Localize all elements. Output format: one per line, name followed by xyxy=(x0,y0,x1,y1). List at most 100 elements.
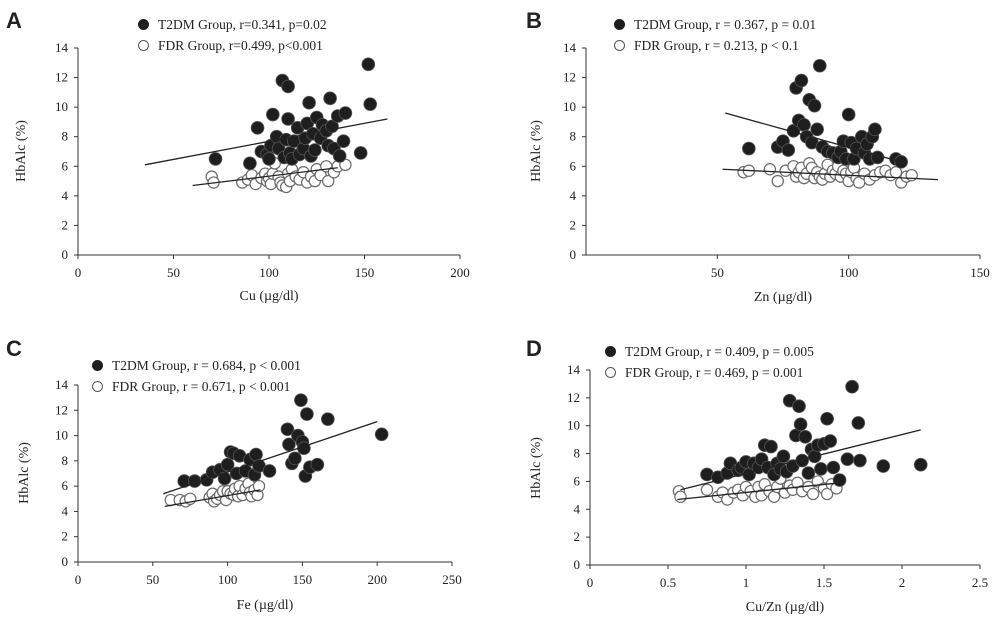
x-tick-label: 200 xyxy=(367,572,387,587)
x-tick-label: 50 xyxy=(711,265,724,280)
t2dm-point xyxy=(851,416,866,430)
x-tick-label: 1 xyxy=(743,575,750,590)
t2dm-point xyxy=(262,152,276,166)
t2dm-series xyxy=(742,58,909,169)
y-tick-label: 14 xyxy=(55,377,69,392)
t2dm-point xyxy=(208,152,223,166)
chart-panel-a: A T2DM Group, r=0.341, p=0.02 FDR Group,… xyxy=(0,0,500,318)
t2dm-point xyxy=(870,150,885,165)
t2dm-point xyxy=(266,107,280,122)
y-tick-label: 0 xyxy=(574,557,581,572)
y-tick-label: 14 xyxy=(567,362,581,377)
y-tick-label: 10 xyxy=(563,99,576,114)
legend-b: T2DM Group, r = 0.367, p = 0.01 FDR Grou… xyxy=(614,14,816,56)
x-tick-label: 150 xyxy=(293,572,313,587)
t2dm-trend-line xyxy=(163,421,378,495)
y-tick-label: 14 xyxy=(563,40,577,55)
y-tick-label: 8 xyxy=(570,129,577,144)
t2dm-point xyxy=(810,122,824,137)
x-axis-title: Cu/Zn (µg/dl) xyxy=(746,600,825,615)
t2dm-point xyxy=(812,58,827,73)
legend-item-t2dm: T2DM Group, r = 0.367, p = 0.01 xyxy=(614,14,816,35)
t2dm-point xyxy=(243,156,257,171)
fdr-point xyxy=(322,174,335,188)
scatter-plot-d: 0 2 4 6 8 10 12 14 0 0.5 1 1.5 2 2.5 Cu/Zn (µg/dl) HbAl… xyxy=(529,362,988,615)
t2dm-trend-line xyxy=(725,112,907,164)
fdr-trend-line xyxy=(722,168,939,181)
y-axis-title: HbAlc (%) xyxy=(17,442,32,504)
x-tick-label: 1.5 xyxy=(816,575,832,590)
t2dm-point xyxy=(302,95,316,110)
y-tick-label: 12 xyxy=(563,70,576,85)
scatter-plot-a: 0 2 4 6 8 10 12 14 0 50 100 150 200 Cu (µg/dl) HbAlc (… xyxy=(14,40,470,304)
t2dm-point xyxy=(250,121,265,135)
t2dm-point xyxy=(776,449,791,464)
open-circle-icon xyxy=(605,367,616,378)
filled-circle-icon xyxy=(605,346,616,357)
scatter-plot-b: 0 2 4 6 8 10 12 14 50 100 150 Zn (µg/dl) HbAlc (%) xyxy=(529,40,990,305)
t2dm-series xyxy=(177,393,389,488)
filled-circle-icon xyxy=(92,360,103,371)
t2dm-point xyxy=(338,106,353,120)
x-tick-label: 50 xyxy=(167,265,180,280)
x-tick-label: 50 xyxy=(146,572,159,587)
legend-item-t2dm: T2DM Group, r = 0.684, p < 0.001 xyxy=(92,355,301,376)
y-tick-label: 6 xyxy=(62,158,69,173)
y-axis-title: HbAlc (%) xyxy=(14,120,29,182)
t2dm-point xyxy=(742,141,756,156)
open-circle-icon xyxy=(614,40,625,51)
x-tick-label: 150 xyxy=(355,265,375,280)
y-tick-label: 4 xyxy=(574,501,581,516)
fdr-point xyxy=(806,487,820,501)
t2dm-point xyxy=(321,412,335,426)
y-tick-label: 6 xyxy=(570,158,577,173)
y-tick-label: 10 xyxy=(567,418,580,433)
x-tick-label: 2 xyxy=(899,575,906,590)
t2dm-point xyxy=(876,459,891,473)
panel-label-a: A xyxy=(6,8,22,33)
x-tick-label: 200 xyxy=(450,265,470,280)
t2dm-point xyxy=(281,112,295,126)
filled-circle-icon xyxy=(614,19,625,30)
t2dm-point xyxy=(868,122,882,137)
t2dm-trend-line xyxy=(144,118,388,166)
t2dm-series xyxy=(208,57,378,171)
t2dm-point xyxy=(363,97,378,111)
y-tick-label: 4 xyxy=(62,188,69,203)
y-tick-label: 12 xyxy=(567,390,580,405)
fdr-series xyxy=(672,472,843,506)
fdr-point xyxy=(820,487,834,501)
legend-label: T2DM Group, r = 0.367, p = 0.01 xyxy=(634,17,817,32)
legend-item-fdr: FDR Group, r = 0.671, p < 0.001 xyxy=(92,376,301,397)
y-axis-title: HbAlc (%) xyxy=(529,120,544,182)
t2dm-point xyxy=(798,430,813,444)
y-tick-label: 2 xyxy=(574,529,581,544)
y-tick-label: 6 xyxy=(574,473,581,488)
t2dm-point xyxy=(832,473,847,487)
x-tick-label: 250 xyxy=(442,572,462,587)
t2dm-point xyxy=(845,379,859,394)
t2dm-point xyxy=(781,143,796,157)
t2dm-point xyxy=(820,411,834,426)
t2dm-point xyxy=(249,447,263,462)
panel-label-b: B xyxy=(526,8,542,33)
x-tick-label: 2.5 xyxy=(972,575,988,590)
t2dm-point xyxy=(280,422,295,437)
fdr-series xyxy=(205,157,352,194)
open-circle-icon xyxy=(138,40,149,51)
legend-label: FDR Group, r = 0.671, p < 0.001 xyxy=(112,379,291,394)
legend-c: T2DM Group, r = 0.684, p < 0.001 FDR Gro… xyxy=(92,355,301,397)
x-tick-label: 150 xyxy=(970,265,990,280)
scatter-plot-c: 0 2 4 6 8 10 12 14 0 50 100 150 200 250 Fe (µg/dl) HbAl… xyxy=(17,377,462,613)
legend-label: T2DM Group, r = 0.684, p < 0.001 xyxy=(112,358,301,373)
x-tick-label: 0.5 xyxy=(660,575,676,590)
fdr-point xyxy=(252,479,266,493)
t2dm-point xyxy=(336,134,351,148)
y-tick-label: 4 xyxy=(570,188,577,203)
legend-label: T2DM Group, r=0.341, p=0.02 xyxy=(158,17,327,32)
x-tick-label: 0 xyxy=(587,575,594,590)
panel-label-d: D xyxy=(526,336,542,361)
y-tick-label: 2 xyxy=(62,217,69,232)
t2dm-point xyxy=(801,466,816,480)
y-tick-label: 12 xyxy=(55,70,68,85)
